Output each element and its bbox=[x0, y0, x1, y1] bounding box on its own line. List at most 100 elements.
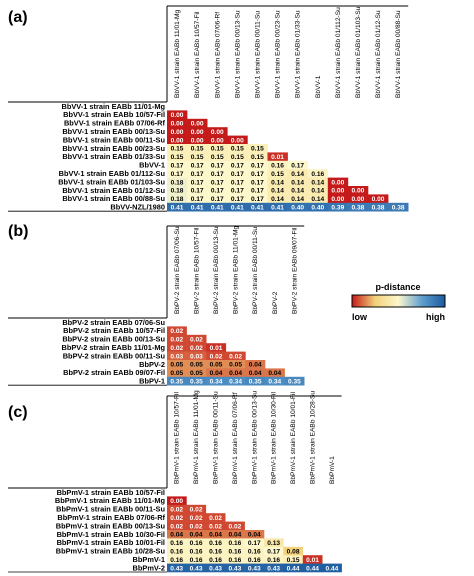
row-label: BbPmV-1 strain EABb 10/28-Su bbox=[56, 547, 166, 556]
heatmap-cell bbox=[205, 555, 226, 564]
row-label: BbPmV-1 strain EABb 10/01-Fil bbox=[57, 538, 165, 547]
cell-value: 0.00 bbox=[191, 137, 204, 144]
panel-tag: (c) bbox=[8, 404, 28, 421]
column-label: BbPV-2 strain EABb 00/13-Su bbox=[213, 226, 220, 314]
cell-value: 0.04 bbox=[229, 370, 242, 377]
heatmap-cell bbox=[167, 152, 188, 162]
heatmap-cell bbox=[186, 546, 207, 556]
row-label: BbPmV-1 strain EABb 10/57-Fil bbox=[57, 488, 165, 497]
cell-value: 0.02 bbox=[210, 353, 223, 360]
row-label: BbVV-1 bbox=[139, 161, 165, 170]
cell-value: 0.04 bbox=[209, 532, 222, 539]
heatmap-cell bbox=[187, 160, 208, 170]
heatmap-cell bbox=[245, 376, 266, 386]
heatmap-cell bbox=[227, 152, 248, 162]
cell-value: 0.16 bbox=[209, 540, 222, 547]
cell-value: 0.44 bbox=[287, 565, 300, 572]
column-label: BbPV-2 strain EABb 07/06-Su bbox=[174, 226, 181, 314]
heatmap-cell bbox=[167, 186, 188, 195]
heatmap-cell bbox=[186, 376, 207, 386]
heatmap-cell bbox=[283, 555, 304, 564]
column-label: BbVV-1 strain EABb 00/13-Su bbox=[234, 10, 241, 98]
cell-value: 0.04 bbox=[170, 532, 183, 539]
row-label: BbPV-2 strain EABb 09/07-Fil bbox=[63, 368, 165, 377]
heatmap-cell bbox=[247, 186, 268, 195]
cell-value: 0.00 bbox=[211, 129, 224, 136]
cell-value: 0.18 bbox=[171, 188, 184, 195]
heatmap-cell bbox=[187, 118, 208, 128]
cell-value: 0.16 bbox=[248, 557, 261, 564]
cell-value: 0.16 bbox=[190, 557, 203, 564]
cell-value: 0.17 bbox=[251, 163, 264, 170]
row-label: BbPmV-1 strain EABb 00/11-Su bbox=[56, 505, 165, 514]
row-label: BbPV-2 strain EABb 07/06-Su bbox=[62, 318, 165, 327]
cell-value: 0.00 bbox=[231, 137, 244, 144]
column-label: BbVV-1 strain EABb 10/57-Fil bbox=[194, 11, 201, 98]
row-label: BbPmV-1 bbox=[133, 555, 165, 564]
cell-value: 0.02 bbox=[170, 515, 183, 522]
heatmap-cell bbox=[187, 135, 208, 145]
cell-value: 0.17 bbox=[191, 171, 204, 178]
cell-value: 0.17 bbox=[291, 163, 304, 170]
heatmap-cell bbox=[167, 504, 187, 514]
heatmap-cell bbox=[207, 194, 228, 204]
cell-value: 0.17 bbox=[231, 171, 244, 178]
heatmap-cell bbox=[186, 368, 207, 378]
cell-value: 0.41 bbox=[271, 205, 284, 212]
heatmap-cell bbox=[283, 563, 304, 573]
cell-value: 0.16 bbox=[228, 540, 241, 547]
panel-0: (a) BbVV-1 strain EABb 11/01-Mg BbVV-1 str… bbox=[8, 5, 409, 212]
heatmap-cell bbox=[264, 563, 284, 573]
cell-value: 0.02 bbox=[170, 345, 183, 352]
heatmap-cell bbox=[187, 144, 208, 153]
heatmap-cell bbox=[167, 127, 188, 136]
cell-value: 0.04 bbox=[190, 532, 203, 539]
heatmap-cell bbox=[267, 160, 288, 170]
cell-value: 0.15 bbox=[251, 154, 264, 161]
heatmap-cell bbox=[186, 504, 207, 514]
heatmap-cell bbox=[247, 160, 268, 170]
cell-value: 0.17 bbox=[231, 188, 244, 195]
cell-value: 0.34 bbox=[210, 379, 223, 386]
column-label: BbVV-1 strain EABb 00/88-Su bbox=[395, 10, 402, 98]
heatmap-cell bbox=[265, 376, 285, 386]
cell-value: 0.16 bbox=[228, 549, 241, 556]
heatmap-cell bbox=[287, 186, 308, 195]
row-label: BbVV-1 strain EABb 00/88-Su bbox=[62, 194, 165, 203]
heatmap-cell bbox=[187, 194, 208, 204]
panel-tag: (a) bbox=[8, 9, 28, 26]
heatmap-cell bbox=[186, 555, 207, 564]
heatmap-cell bbox=[205, 538, 226, 548]
cell-value: 0.00 bbox=[331, 188, 344, 195]
cell-value: 0.00 bbox=[352, 196, 365, 203]
row-label: BbVV-1 strain EABb 01/103-Su bbox=[58, 177, 165, 186]
heatmap-cell bbox=[307, 186, 329, 195]
cell-value: 0.16 bbox=[311, 171, 324, 178]
cell-value: 0.41 bbox=[171, 205, 184, 212]
column-label: BbVV-1 strain EABb 01/103-Su bbox=[355, 6, 362, 98]
cell-value: 0.04 bbox=[249, 370, 262, 377]
cell-value: 0.14 bbox=[271, 179, 284, 186]
heatmap-cell bbox=[186, 521, 207, 531]
row-label: BbPV-2 strain EABb 00/13-Su bbox=[62, 335, 165, 344]
heatmap-cell bbox=[327, 186, 349, 195]
heatmap-cell bbox=[187, 177, 208, 187]
heatmap-cell bbox=[247, 152, 268, 162]
cell-value: 0.44 bbox=[306, 565, 319, 572]
row-label: BbPV-2 strain EABb 10/57-Fil bbox=[63, 326, 165, 335]
heatmap-cell bbox=[167, 546, 187, 556]
column-label: BbPmV-1 strain EABb 10/01-Fil bbox=[290, 391, 297, 484]
cell-value: 0.17 bbox=[231, 196, 244, 203]
heatmap-cell bbox=[225, 351, 246, 361]
heatmap-cell bbox=[207, 186, 228, 195]
heatmap-cell bbox=[247, 194, 268, 204]
cell-value: 0.41 bbox=[191, 205, 204, 212]
cell-value: 0.01 bbox=[271, 154, 284, 161]
heatmap-cell bbox=[227, 177, 248, 187]
cell-value: 0.02 bbox=[170, 507, 183, 514]
heatmap-cell bbox=[167, 376, 187, 386]
cell-value: 0.17 bbox=[211, 196, 224, 203]
cell-value: 0.35 bbox=[288, 379, 301, 386]
heatmap-cell bbox=[245, 360, 266, 369]
row-label: BbPmV-1 strain EABb 00/13-Su bbox=[56, 521, 166, 530]
